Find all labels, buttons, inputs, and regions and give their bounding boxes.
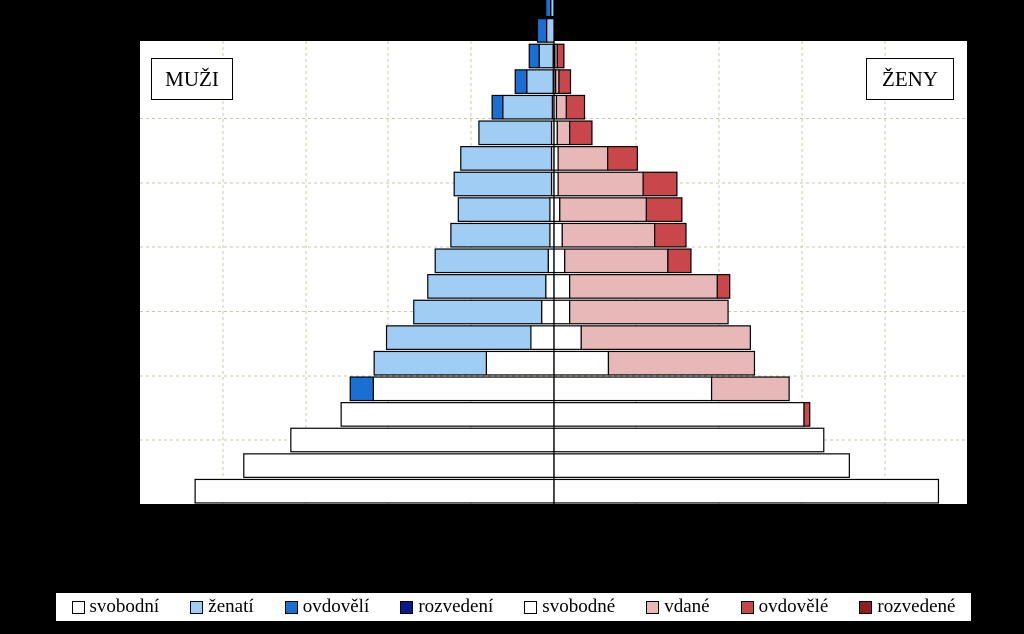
bar-women-married (557, 146, 609, 171)
bar-men-single (194, 478, 555, 504)
bar-women-widowed (716, 274, 731, 299)
bar-men-single (530, 325, 555, 350)
bar-women-single (553, 325, 582, 350)
chart-legend: svobodní ženatí ovdovělí rozvedení svobo… (55, 592, 972, 622)
legend-item-men-single: svobodní (71, 596, 160, 618)
bar-women-single (553, 402, 805, 427)
legend-swatch (859, 600, 873, 614)
bar-women-single (553, 299, 571, 325)
bar-men-widowed (514, 69, 528, 94)
legend-label: vdané (664, 596, 710, 617)
bar-men-married (450, 222, 551, 248)
bar-men-married (434, 248, 549, 274)
bar-men-widowed (491, 94, 504, 120)
bar-women-married (564, 248, 669, 274)
bar-men-single (340, 402, 555, 427)
legend-swatch (284, 600, 298, 614)
bar-women-single (553, 376, 713, 402)
bar-men-married (526, 69, 554, 94)
legend-swatch (740, 600, 754, 614)
bar-women-single (553, 350, 610, 376)
bar-women-married (556, 120, 571, 146)
legend-item-women-single: svobodné (524, 596, 615, 618)
legend-swatch (71, 600, 85, 614)
bar-men-married (413, 299, 543, 325)
legend-item-men-married: ženatí (190, 596, 254, 618)
bar-men-married (385, 325, 532, 350)
legend-label: rozvedení (418, 596, 494, 617)
bar-women-widowed (556, 43, 565, 69)
bar-men-married (373, 350, 487, 376)
bar-men-married (502, 94, 553, 120)
bar-women-married (561, 222, 656, 248)
bar-women-married (580, 325, 751, 350)
bar-men-married (453, 171, 553, 197)
bar-women-widowed (565, 94, 586, 120)
bar-men-single (541, 299, 555, 325)
bar-women-married (555, 94, 567, 120)
bar-women-widowed (607, 146, 638, 171)
bar-men-married (538, 43, 554, 69)
legend-swatch (646, 600, 660, 614)
legend-label: svobodné (542, 596, 616, 617)
bar-women-single (553, 171, 559, 197)
bar-women-widowed (667, 248, 692, 274)
bar-women-single (553, 222, 563, 248)
bar-men-single (485, 350, 555, 376)
bar-men-single (549, 222, 555, 248)
bar-women-single (553, 197, 561, 222)
bar-women-widowed (803, 402, 811, 427)
bar-men-married (545, 18, 555, 43)
legend-item-men-widowed: ovdovělí (284, 596, 370, 618)
bar-men-married (457, 197, 551, 222)
bar-men-single (545, 274, 555, 299)
legend-swatch (524, 600, 538, 614)
bar-men-married (460, 146, 553, 171)
bar-women-married (569, 274, 718, 299)
bar-women-widowed (569, 120, 593, 146)
bar-women-single (553, 248, 566, 274)
bar-men-married (478, 120, 553, 146)
women-side-label: ŽENY (866, 58, 954, 100)
men-side-label: MUŽI (151, 58, 233, 100)
bar-men-married (427, 274, 547, 299)
legend-label: ženatí (208, 596, 254, 617)
bar-women-single (553, 427, 825, 453)
bar-men-widowed (349, 376, 374, 402)
bar-men-single (372, 376, 555, 402)
bar-women-married (559, 197, 648, 222)
bar-women-widowed (645, 197, 683, 222)
bar-women-married (607, 350, 756, 376)
bar-men-single (290, 427, 555, 453)
bar-women-single (553, 478, 940, 504)
bar-men-widowed (536, 18, 548, 43)
bar-women-married (557, 171, 644, 197)
legend-label: rozvedené (877, 596, 956, 617)
legend-item-men-divorced: rozvedení (400, 596, 493, 618)
bar-men-single (547, 248, 555, 274)
bar-women-married (569, 299, 729, 325)
legend-swatch (400, 600, 414, 614)
bar-women-single (553, 146, 559, 171)
legend-swatch (190, 600, 204, 614)
bar-men-single (243, 453, 555, 478)
bar-men-widowed (545, 0, 552, 18)
bar-women-widowed (654, 222, 687, 248)
bar-women-widowed (558, 69, 572, 94)
legend-item-women-widowed: ovdovělé (740, 596, 829, 618)
bar-women-widowed (642, 171, 678, 197)
legend-label: ovdovělí (302, 596, 370, 617)
legend-label: ovdovělé (758, 596, 829, 617)
bar-women-single (553, 274, 571, 299)
legend-item-women-divorced: rozvedené (859, 596, 955, 618)
bar-women-single (553, 453, 850, 478)
legend-label: svobodní (89, 596, 160, 617)
bar-men-single (549, 197, 555, 222)
bar-women-married (710, 376, 790, 402)
bar-men-widowed (528, 43, 540, 69)
legend-item-women-married: vdané (646, 596, 710, 618)
